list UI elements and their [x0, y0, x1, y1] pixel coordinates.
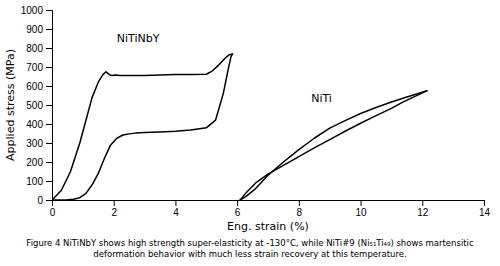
y-tick-label: 100 [26, 176, 43, 187]
y-tick-label: 300 [26, 138, 43, 149]
y-tick-mark [46, 143, 52, 144]
x-axis: 0 2 4 6 8 10 12 14 [50, 200, 491, 218]
y-tick-label: 0 [37, 195, 43, 206]
y-tick: 100 [26, 176, 52, 187]
y-tick-mark [46, 181, 52, 182]
y-axis-line [46, 11, 53, 201]
x-tick: 12 [417, 200, 429, 218]
x-axis-title: Eng. strain (%) [227, 220, 309, 233]
chart: 0 2 4 6 8 10 12 14 0 100 200 300 400 500 600 700 800 900 1… [0, 0, 500, 266]
lines [52, 54, 427, 200]
y-tick: 700 [26, 62, 52, 73]
x-tick-mark [299, 200, 300, 206]
y-tick: 600 [26, 81, 52, 92]
x-tick: 0 [50, 200, 56, 218]
series-line [52, 54, 233, 200]
y-tick-label: 400 [26, 119, 43, 130]
y-tick: 500 [26, 100, 52, 111]
x-tick-mark [361, 200, 362, 206]
y-tick-label: 500 [26, 100, 43, 111]
x-tick-label: 6 [235, 207, 241, 218]
x-tick-mark [175, 200, 176, 206]
y-tick-mark [46, 105, 52, 106]
y-tick-mark [46, 29, 52, 30]
x-tick: 4 [173, 200, 179, 218]
y-tick: 200 [26, 157, 52, 168]
series-line [240, 91, 427, 200]
annotation: NiTiNbY [117, 32, 160, 45]
y-axis: 0 100 200 300 400 500 600 700 800 900 1000 [21, 5, 53, 206]
caption: Figure 4 NiTiNbY shows high strength sup… [26, 238, 474, 248]
y-tick-mark [46, 10, 52, 11]
y-tick: 400 [26, 119, 52, 130]
x-tick-label: 10 [356, 207, 368, 218]
y-tick-label: 800 [26, 43, 43, 54]
y-tick: 300 [26, 138, 52, 149]
y-tick-label: 1000 [21, 5, 44, 16]
y-tick-label: 200 [26, 157, 43, 168]
x-tick-label: 14 [479, 207, 491, 218]
y-tick-mark [46, 48, 52, 49]
x-tick-label: 12 [417, 207, 429, 218]
x-tick: 14 [479, 200, 491, 218]
x-tick-label: 0 [50, 207, 56, 218]
y-tick: 1000 [21, 5, 52, 16]
y-tick-label: 900 [26, 24, 43, 35]
y-tick-mark [46, 67, 52, 68]
x-tick: 2 [111, 200, 117, 218]
y-tick-label: 600 [26, 81, 43, 92]
plot: 0 2 4 6 8 10 12 14 0 100 200 300 400 500 600 700 800 900 1… [4, 5, 490, 233]
x-tick: 10 [356, 200, 368, 218]
x-tick-label: 4 [173, 207, 179, 218]
x-tick-label: 2 [111, 207, 117, 218]
y-tick-mark [46, 86, 52, 87]
y-tick-mark [46, 162, 52, 163]
y-tick-mark [46, 200, 52, 201]
x-tick: 8 [297, 200, 303, 218]
x-tick-label: 8 [297, 207, 303, 218]
x-tick-mark [114, 200, 115, 206]
y-tick: 800 [26, 43, 52, 54]
y-axis-title: Applied stress (MPa) [4, 49, 17, 161]
series-line [240, 91, 427, 200]
y-tick: 900 [26, 24, 52, 35]
y-tick-label: 700 [26, 62, 43, 73]
caption: deformation behavior with much less stra… [93, 249, 406, 259]
y-tick: 0 [37, 195, 52, 206]
x-tick-mark [237, 200, 238, 206]
x-tick-mark [484, 200, 485, 206]
x-tick-mark [422, 200, 423, 206]
annotation: NiTi [311, 92, 332, 105]
x-axis-line [53, 201, 485, 207]
x-tick: 6 [235, 200, 241, 218]
y-tick-mark [46, 124, 52, 125]
series-line [52, 54, 233, 200]
